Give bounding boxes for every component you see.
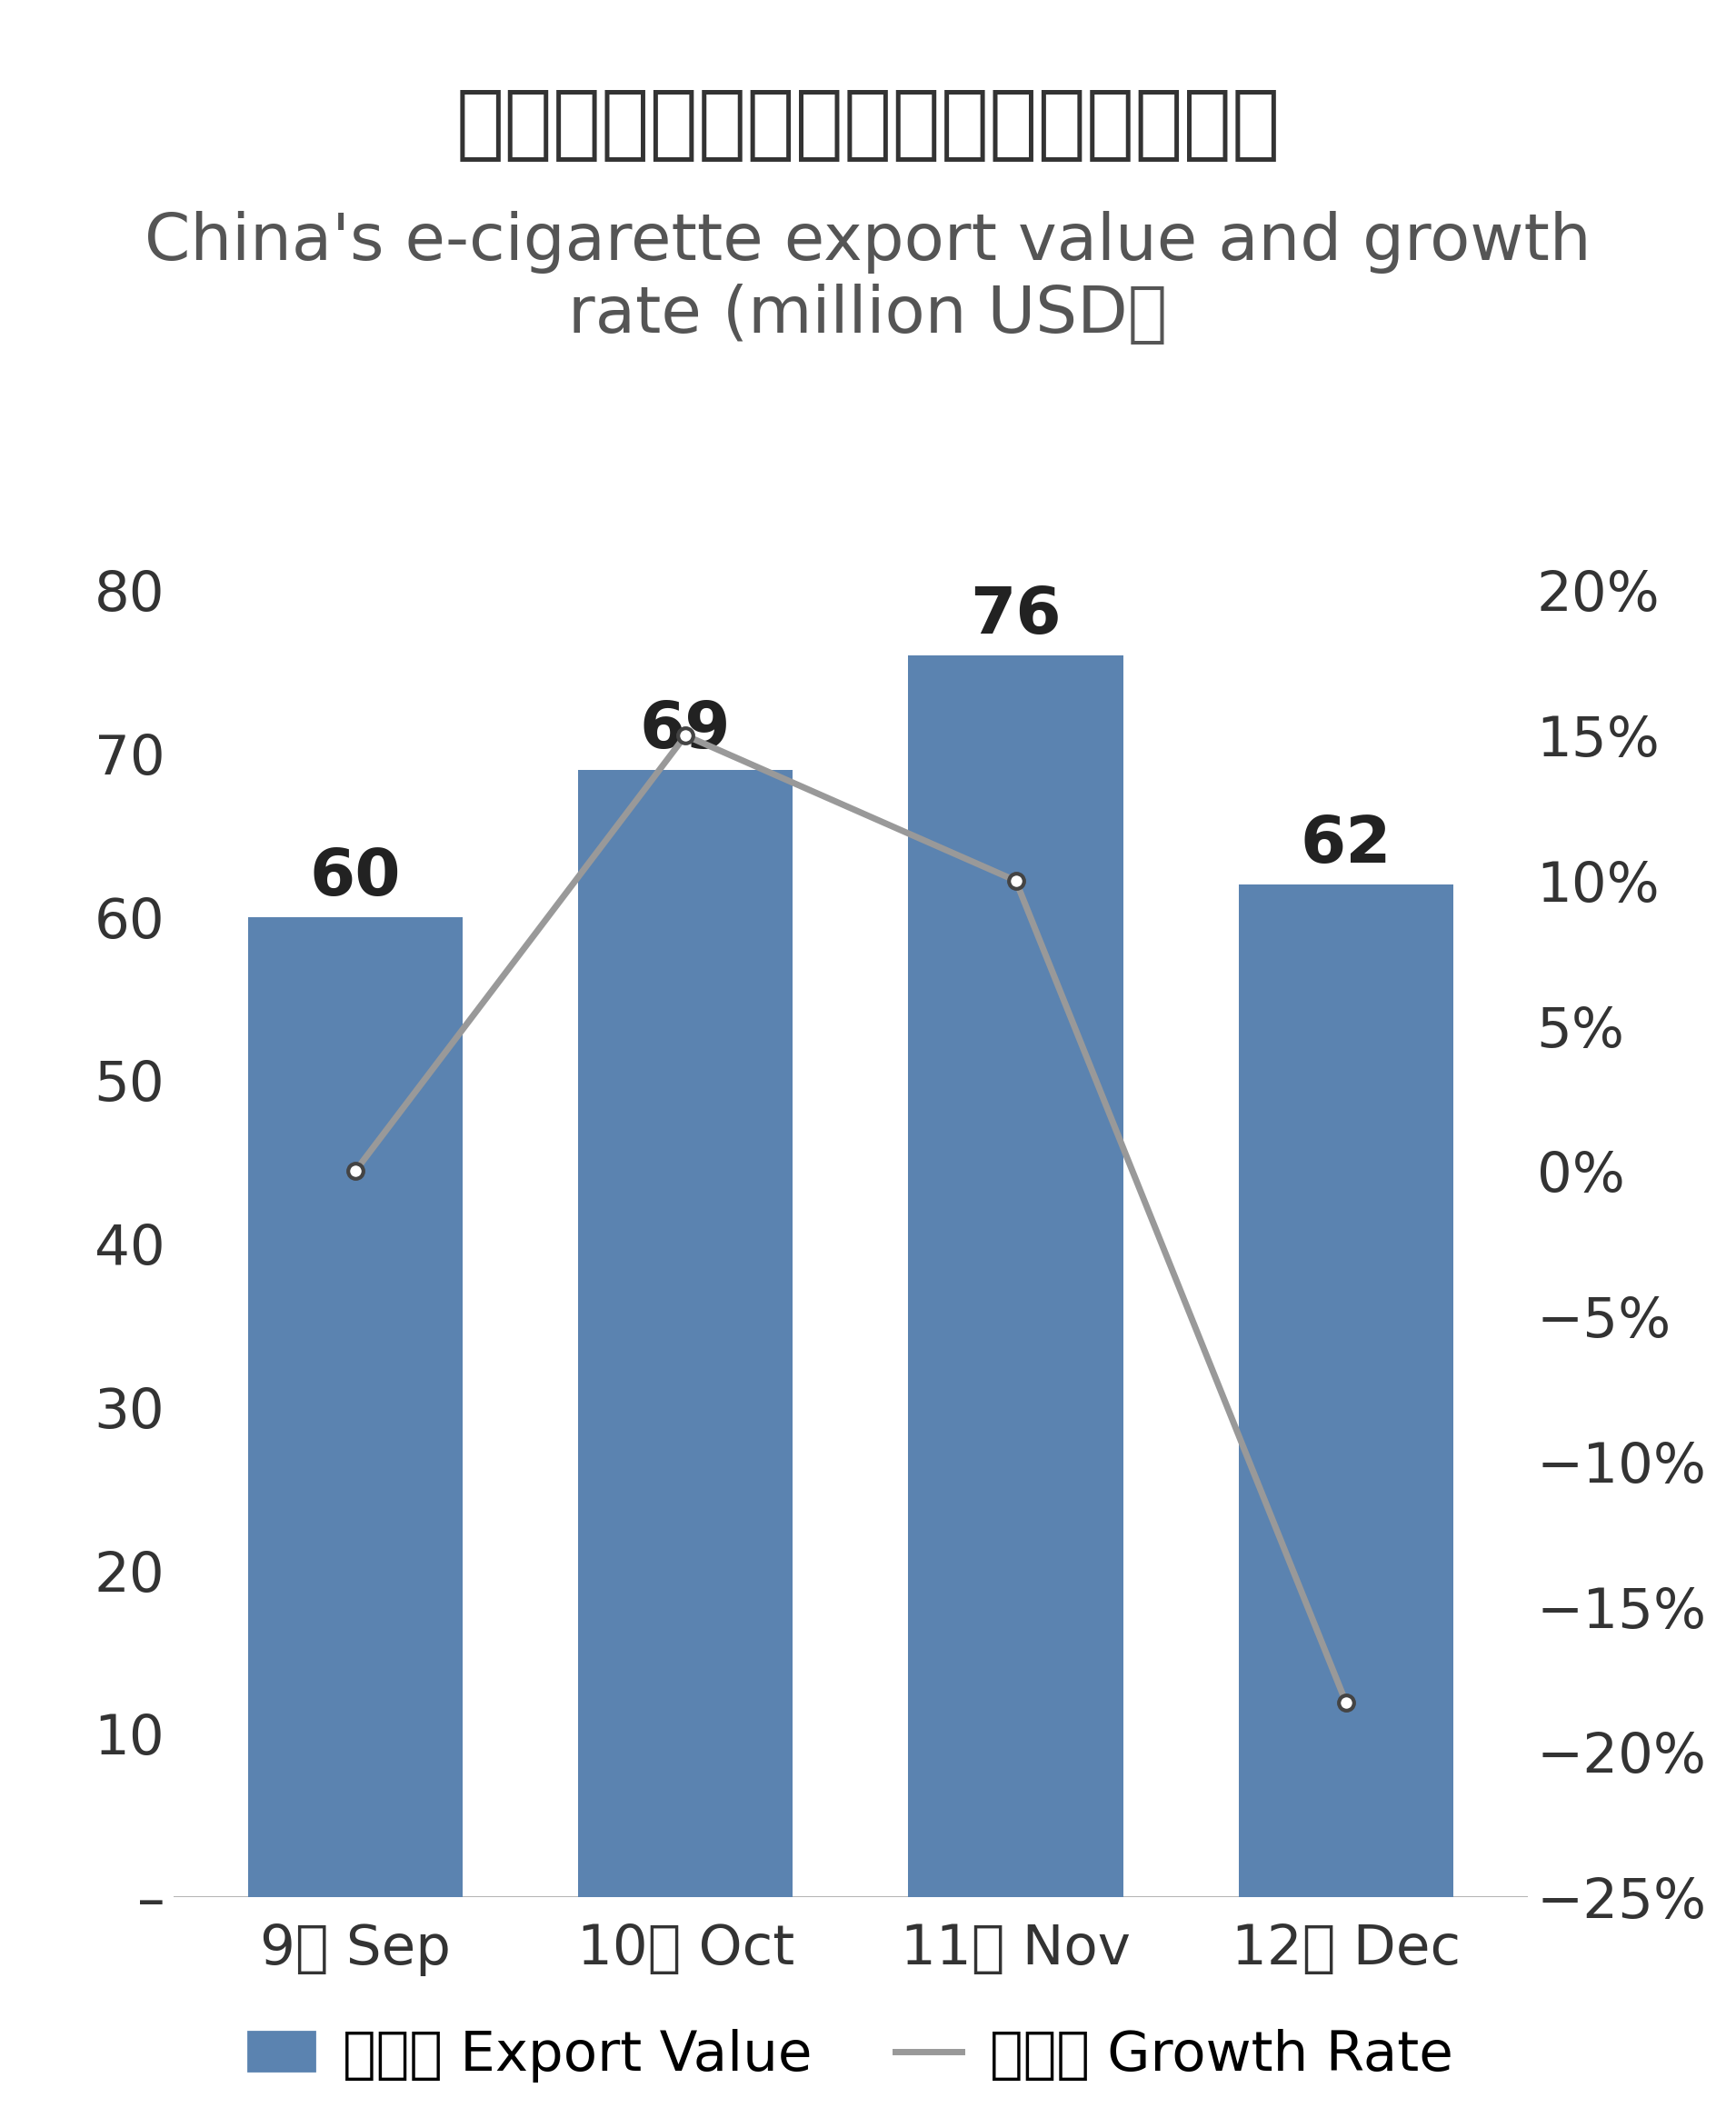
Bar [1240,885,1453,1897]
Legend: 出口额 Export Value, 增长率 Growth Rate: 出口额 Export Value, 增长率 Growth Rate [226,2007,1476,2104]
Bar [578,769,793,1897]
Text: 69: 69 [641,700,731,761]
Text: 62: 62 [1300,814,1392,877]
Text: 60: 60 [309,845,401,909]
Bar [908,656,1123,1897]
Bar [248,917,462,1897]
Text: 中国电子烟出口额及增速（百万美元）: 中国电子烟出口额及增速（百万美元） [455,84,1281,164]
Text: China's e-cigarette export value and growth
rate (million USD）: China's e-cigarette export value and gro… [144,211,1592,346]
Text: 76: 76 [970,584,1061,647]
